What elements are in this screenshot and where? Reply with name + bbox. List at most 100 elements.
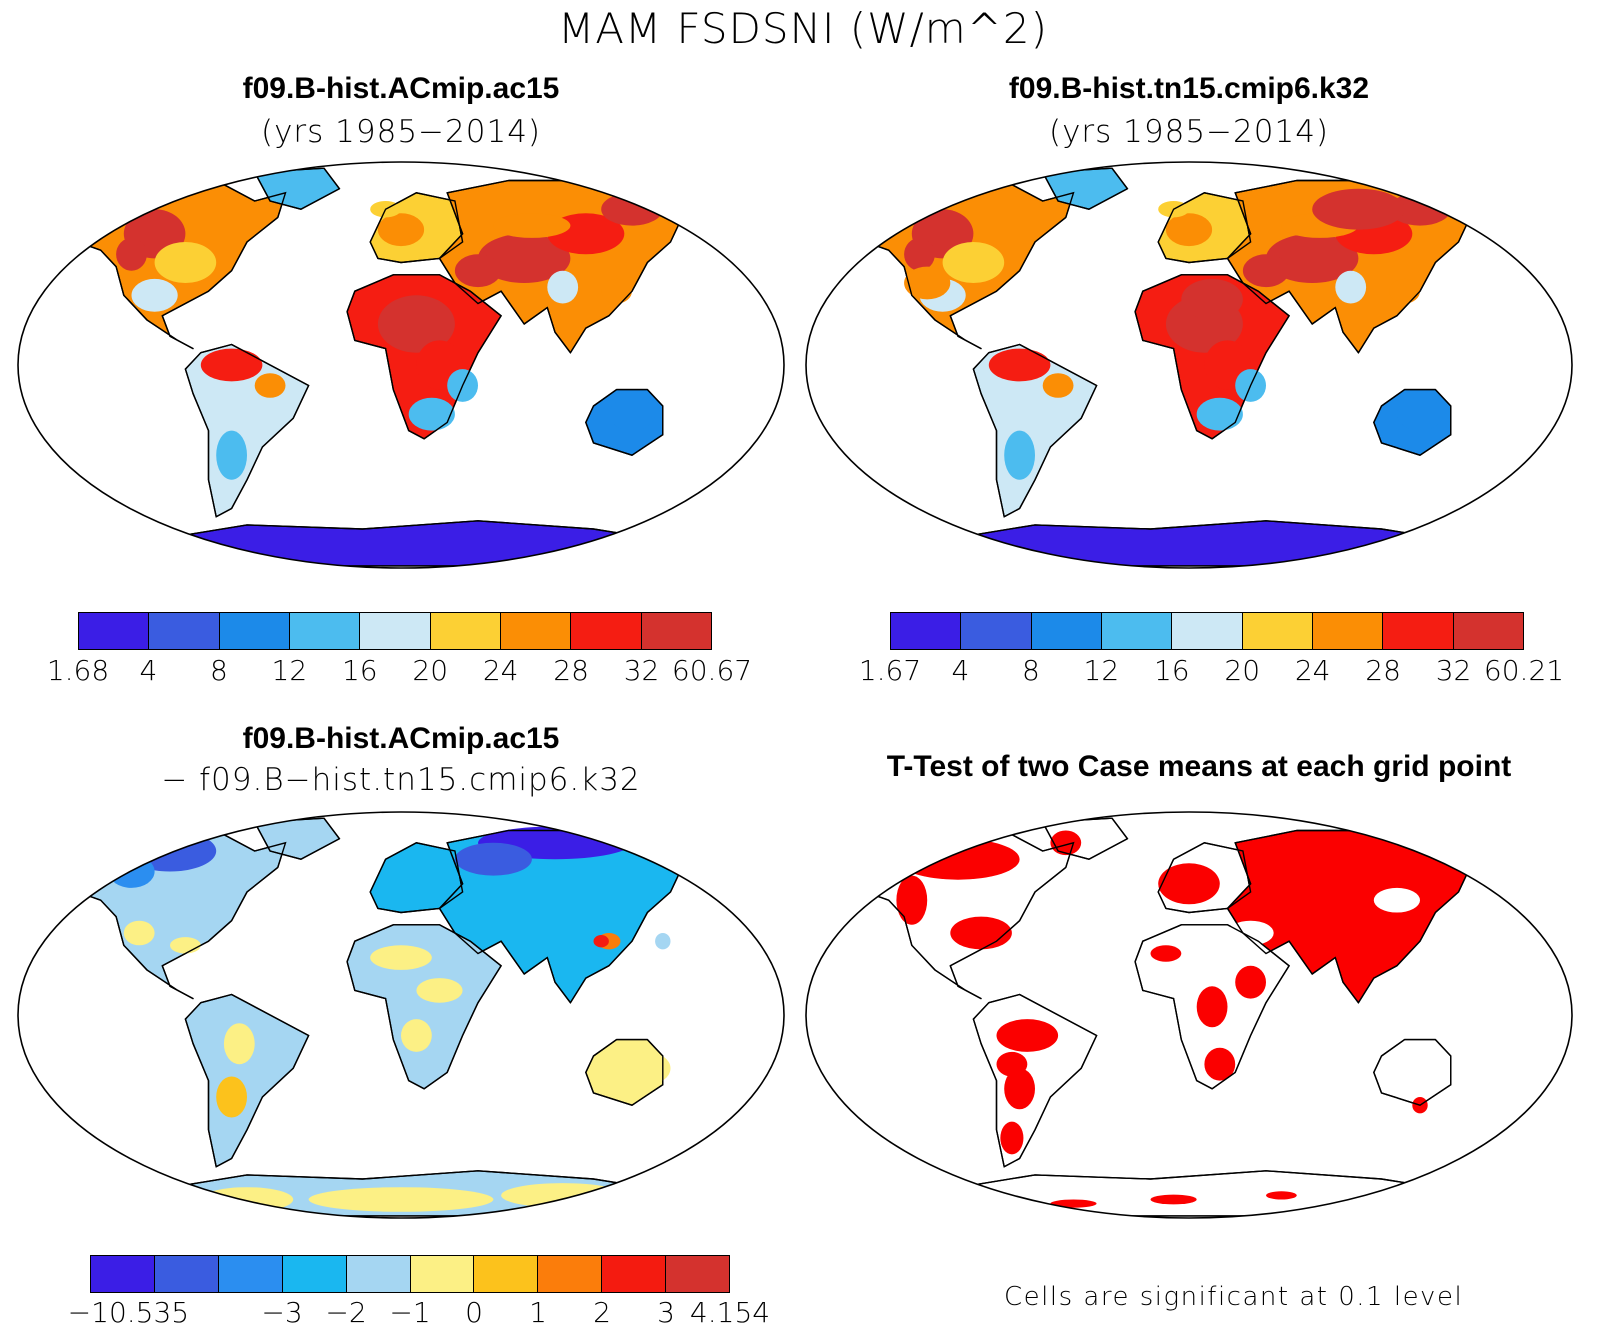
coastline-europe (1157, 842, 1252, 914)
colorbar-cell (1312, 613, 1384, 649)
shading-patch (896, 875, 928, 925)
shading-patch (408, 397, 455, 431)
shading-patch (377, 295, 455, 353)
shading-patch (170, 937, 201, 954)
panel3-subtitle: − f09.B−hist.tn15.cmip6.k32 (161, 762, 641, 798)
colorbar-cell (1172, 613, 1243, 649)
continent-antarctica (934, 520, 1460, 567)
colorbar-tick-label: 4.154 (689, 1296, 771, 1329)
colorbar-tick-label: −10.535 (67, 1296, 190, 1329)
shading-patch (1150, 1194, 1197, 1205)
colorbar-cell (641, 613, 711, 649)
shading-patch (1196, 397, 1243, 431)
shading-patch (401, 1019, 432, 1052)
shading-patch (116, 237, 147, 271)
colorbar-tick-label: 3 (657, 1296, 675, 1329)
colorbar-cell (154, 1256, 219, 1292)
colorbar-tick-label: 16 (1153, 654, 1190, 687)
colorbar-ac15-labels: 1.68 4 8 12 16 20 24 28 32 60.67 (47, 654, 752, 688)
colorbar-tick-label: −3 (261, 1296, 303, 1329)
shading-patch (601, 192, 663, 226)
colorbar-tick-label: 60.21 (1483, 654, 1565, 687)
coastline-australia (1373, 388, 1452, 456)
continent-antarctica (146, 520, 672, 567)
shading-patch (1235, 965, 1266, 999)
colorbar-cell (219, 613, 290, 649)
coastline-southAmerica (184, 993, 310, 1168)
colorbar-cell (410, 1256, 475, 1292)
colorbar-cell (149, 613, 220, 649)
colorbar-cell (1453, 613, 1523, 649)
coastline-northAmerica (864, 829, 1075, 1000)
shading-patch (942, 242, 1005, 283)
colorbar-difference-labels: −10.535 −3 −2 −1 0 1 2 3 4.154 (68, 1296, 770, 1330)
shading-patch (601, 278, 632, 304)
coastline-europe (369, 192, 464, 264)
shading-patch (200, 385, 247, 427)
panel4-title: T-Test of two Case means at each grid po… (886, 750, 1512, 783)
panel2-title: f09.B-hist.tn15.cmip6.k32 (1008, 72, 1370, 105)
colorbar-cell (1242, 613, 1313, 649)
shading-patch (655, 933, 671, 950)
shading-patch (254, 373, 286, 398)
colorbar-cell (218, 1256, 283, 1292)
coastline-europe (1157, 192, 1252, 264)
shading-patch (1050, 830, 1082, 856)
colorbar-cell (666, 1256, 730, 1292)
coastline-southAmerica (972, 343, 1098, 518)
continent-antarctica (934, 1170, 1460, 1217)
colorbar-tick-label: 12 (1083, 654, 1120, 687)
shading-patch (1266, 1191, 1297, 1200)
colorbar-cell (500, 613, 572, 649)
shading-patch (123, 920, 155, 946)
shading-patch (200, 348, 263, 382)
shading-patch (1373, 887, 1420, 913)
map-panel-k32 (805, 161, 1573, 569)
shading-patch (1335, 270, 1367, 304)
colorbar-cell (346, 1256, 411, 1292)
shading-patch (1196, 986, 1228, 1028)
colorbar-cell (91, 1256, 155, 1292)
shading-patch (1312, 188, 1405, 230)
continent-africa (346, 924, 502, 1090)
shading-patch (988, 348, 1051, 382)
colorbar-tick-label: 12 (271, 654, 308, 687)
shading-patch (1150, 945, 1182, 962)
colorbar-tick-label: 1.67 (858, 654, 922, 687)
shading-patch (1042, 373, 1074, 398)
colorbar-cell (1101, 613, 1173, 649)
shading-patch (478, 233, 571, 283)
colorbar-tick-label: 32 (623, 654, 660, 687)
colorbar-cell (571, 613, 642, 649)
colorbar-cell (282, 1256, 347, 1292)
shading-patch (416, 978, 463, 1003)
shading-patch (454, 254, 502, 288)
shading-patch (454, 842, 532, 876)
colorbar-tick-label: 2 (593, 1296, 611, 1329)
coastline-greenland (253, 817, 341, 860)
map-frame (805, 161, 1573, 569)
shading-patch (996, 1051, 1028, 1077)
shading-patch (131, 278, 178, 312)
map-frame (17, 161, 785, 569)
colorbar-ac15 (78, 612, 712, 650)
shading-patch (593, 935, 609, 948)
shading-patch (1158, 863, 1220, 905)
coastline-northAmerica (76, 179, 287, 350)
colorbar-tick-label: 16 (341, 654, 378, 687)
colorbar-tick-label: 20 (412, 654, 449, 687)
shading-patch (1004, 1068, 1035, 1110)
colorbar-tick-label: 0 (465, 1296, 483, 1329)
colorbar-cell (474, 1256, 539, 1292)
shading-patch (1389, 278, 1420, 304)
coastline-africa (1134, 274, 1291, 440)
map-frame (17, 811, 785, 1219)
colorbar-tick-label: 28 (553, 654, 589, 687)
colorbar-tick-label: 1.68 (46, 654, 110, 687)
colorbar-tick-label: 1 (529, 1296, 547, 1329)
shading-patch (1000, 1121, 1024, 1155)
coastline-northAmerica (864, 179, 1075, 350)
shading-patch (1204, 1047, 1236, 1081)
shading-patch (1227, 920, 1274, 946)
shading-patch (547, 270, 579, 304)
